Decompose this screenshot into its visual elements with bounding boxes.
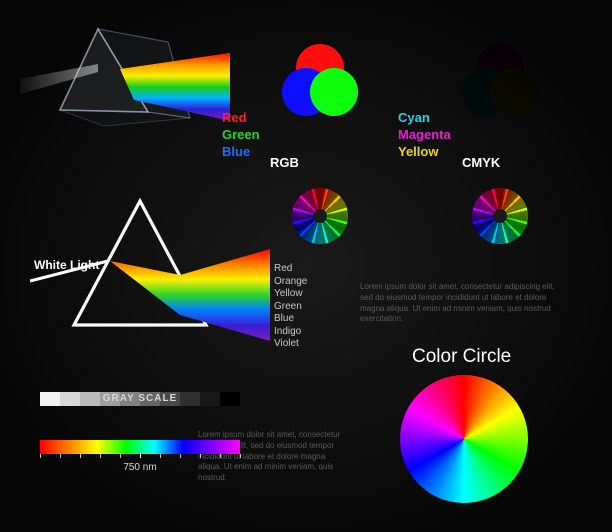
spectrum-bar-section: 750 nm [40,440,240,473]
rgb-green-label: Green [222,127,260,144]
cmyk-cyan-label: Cyan [398,110,451,127]
grayscale-label: GRAY SCALE [40,393,240,404]
cmyk-magenta-label: Magenta [398,127,451,144]
grayscale-section: GRAY SCALE [40,392,240,406]
segmented-color-wheel-left [292,188,348,244]
prism-3d [20,14,230,144]
cmyk-venn [458,40,542,124]
segmented-color-wheel-right [472,188,528,244]
rgb-venn [278,40,362,124]
rgb-blue-label: Blue [222,144,260,161]
cmyk-yellow-label: Yellow [398,144,451,161]
rgb-labels: Red Green Blue [222,110,260,161]
cmyk-labels: Cyan Magenta Yellow [398,110,451,161]
spectrum-color-list: Red Orange Yellow Green Blue Indigo Viol… [274,263,307,351]
cmyk-title: CMYK [462,155,500,170]
rgb-title: RGB [270,155,299,170]
rgb-red-label: Red [222,110,260,127]
placeholder-text-1: Lorem ipsum dolor sit amet, consectetur … [360,282,560,325]
wavelength-label: 750 nm [40,462,240,473]
color-circle-title: Color Circle [412,346,511,368]
prism-outline-diagram [30,195,270,350]
color-circle-wheel [400,375,528,503]
